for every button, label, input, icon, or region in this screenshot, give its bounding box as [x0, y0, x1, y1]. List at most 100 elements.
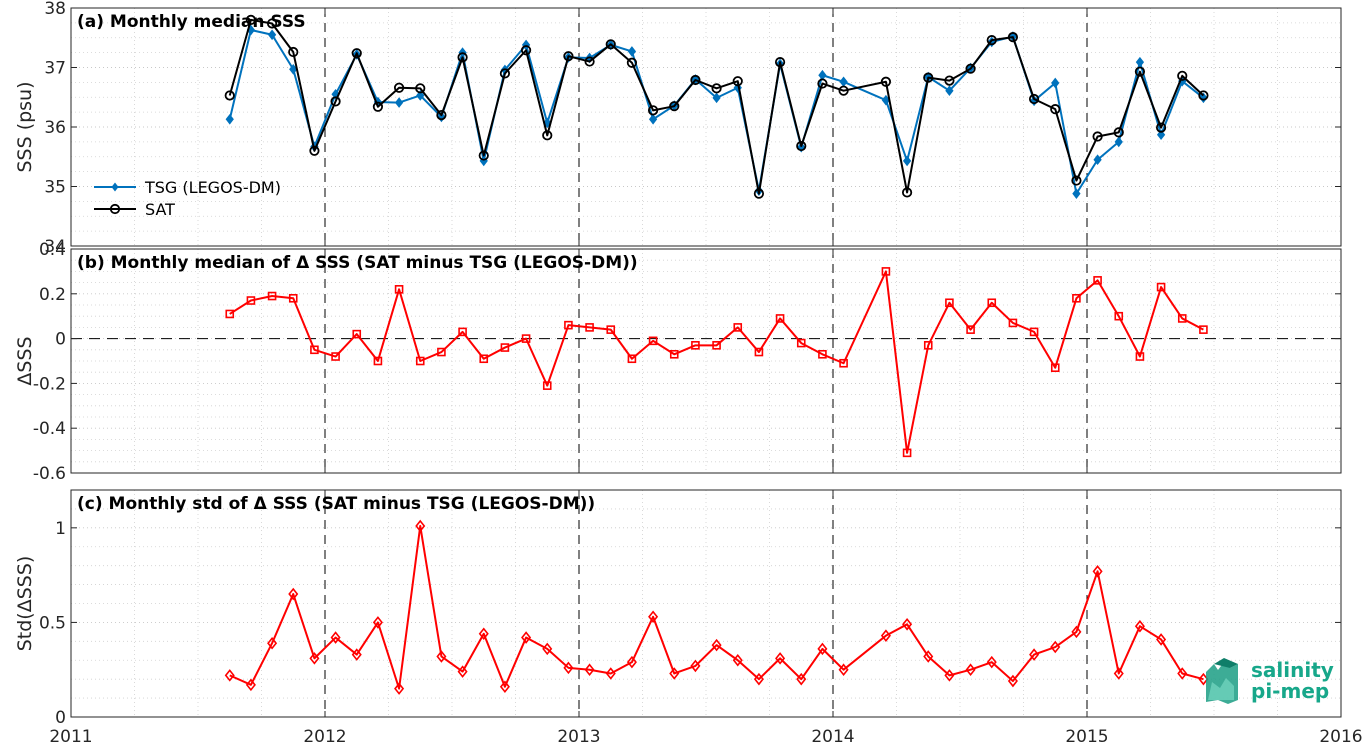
data-point	[458, 327, 467, 337]
data-point	[500, 343, 510, 352]
series-line-p2	[229, 524, 1204, 690]
data-point	[902, 618, 913, 631]
series-line-p1	[229, 270, 1204, 454]
axes-box	[70, 7, 1342, 247]
data-point	[817, 78, 828, 89]
data-point	[225, 113, 234, 125]
y-tick-label: 1	[55, 519, 66, 539]
data-point	[288, 293, 298, 303]
data-point	[712, 341, 721, 350]
data-point	[647, 105, 659, 116]
data-point	[712, 92, 721, 104]
panel-title: (a) Monthly median SSS	[77, 12, 306, 32]
legend-label: TSG (LEGOS-DM)	[144, 178, 281, 197]
data-point	[224, 669, 235, 682]
data-point	[775, 652, 786, 665]
data-point	[289, 63, 298, 75]
data-point	[923, 341, 933, 350]
data-point	[1028, 93, 1040, 105]
panel-title: (b) Monthly median of Δ SSS (SAT minus T…	[77, 253, 638, 273]
data-point	[330, 96, 341, 107]
x-tick-label: 2015	[1065, 727, 1108, 745]
y-tick-label: -0.4	[33, 419, 66, 439]
y-tick-label: 35	[44, 178, 66, 198]
data-point	[902, 155, 912, 167]
data-point	[1007, 674, 1018, 688]
data-point	[499, 680, 510, 694]
data-point	[966, 325, 975, 334]
data-point	[1071, 175, 1082, 186]
data-point	[1156, 282, 1166, 292]
data-point	[1071, 625, 1082, 639]
data-point	[796, 140, 807, 152]
data-point	[479, 155, 488, 167]
panel-a: 34 35 36 37 38 SSS (psu) (a) Monthly median SS…	[14, 0, 1342, 257]
data-point	[690, 659, 701, 673]
data-point	[1135, 352, 1145, 361]
data-point	[605, 667, 616, 680]
data-point	[987, 298, 997, 308]
y-axis-label: SSS (psu)	[14, 81, 36, 172]
data-point	[331, 352, 340, 361]
data-point	[288, 46, 299, 58]
data-point	[965, 663, 976, 676]
data-point	[1093, 276, 1102, 285]
y-tick-label: -0.2	[33, 374, 66, 394]
data-point	[753, 672, 764, 686]
data-point	[838, 85, 849, 96]
data-point	[499, 68, 511, 79]
data-point	[267, 291, 277, 301]
data-point	[818, 349, 827, 359]
data-point	[796, 672, 807, 686]
data-point	[1113, 127, 1124, 138]
data-point	[711, 83, 722, 94]
data-point	[225, 309, 235, 319]
data-point	[563, 661, 574, 675]
y-tick-label: 0	[55, 708, 66, 728]
data-point	[606, 325, 616, 334]
data-point	[1008, 318, 1018, 328]
data-point	[648, 336, 658, 346]
data-point	[901, 187, 913, 198]
x-tick-label: 2012	[303, 727, 346, 745]
data-point	[309, 652, 320, 665]
panel-title: (c) Monthly std of Δ SSS (SAT minus TSG …	[77, 494, 595, 514]
data-point	[1156, 129, 1166, 141]
data-point	[564, 320, 573, 330]
y-tick-label: 34	[44, 237, 66, 257]
data-point	[266, 18, 278, 29]
series-line-tsg-legos-dm	[228, 29, 1205, 195]
legend-label: SAT	[145, 200, 175, 219]
data-point	[669, 349, 679, 359]
data-point	[923, 650, 934, 663]
data-point	[753, 188, 765, 199]
data-point	[521, 631, 532, 644]
data-point	[584, 56, 595, 67]
data-point	[817, 642, 828, 656]
data-point	[457, 665, 468, 678]
data-point	[372, 101, 384, 112]
data-point	[732, 76, 743, 87]
data-point	[775, 314, 785, 323]
data-point	[818, 69, 827, 81]
data-point	[965, 63, 976, 74]
data-point	[415, 519, 426, 533]
series-line-sat	[228, 18, 1205, 195]
legend: TSG (LEGOS-DM) SAT	[94, 178, 281, 219]
data-point	[394, 97, 404, 108]
data-point	[881, 267, 891, 276]
data-point	[648, 610, 659, 624]
y-tick-label: 38	[44, 0, 66, 19]
data-point	[902, 448, 912, 458]
data-point	[690, 74, 701, 86]
data-point	[986, 655, 997, 669]
y-tick-label: 0.2	[39, 285, 66, 305]
data-point	[1177, 314, 1187, 323]
data-point	[839, 358, 848, 368]
data-point	[1092, 565, 1103, 578]
data-point	[288, 587, 299, 601]
legend-marker	[109, 203, 121, 215]
data-point	[1199, 325, 1208, 334]
data-point	[986, 35, 997, 46]
